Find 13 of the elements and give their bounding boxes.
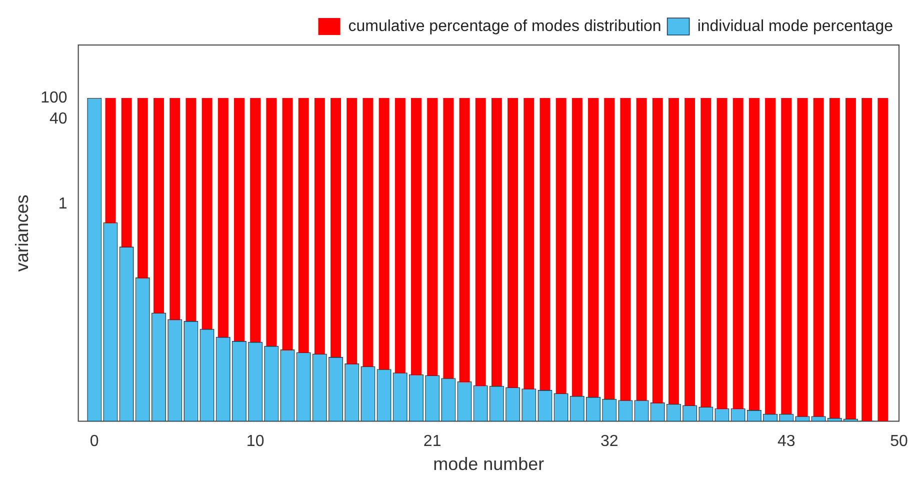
x-tick-label: 43 (777, 433, 796, 450)
legend-label: cumulative percentage of modes distribution (348, 18, 662, 35)
x-tick-label: 50 (890, 433, 908, 450)
x-axis-title: mode number (433, 454, 544, 474)
x-tick-label: 32 (600, 433, 618, 450)
x-tick-label: 0 (90, 433, 99, 450)
y-tick-label: 1 (58, 195, 68, 212)
y-tick-label: 40 (50, 110, 68, 128)
legend-label: individual mode percentage (697, 18, 894, 35)
y-axis-title: variances (12, 194, 32, 272)
y-tick-label: 100 (40, 89, 68, 106)
x-tick-label: 21 (423, 433, 442, 450)
x-tick-label: 10 (246, 433, 264, 450)
